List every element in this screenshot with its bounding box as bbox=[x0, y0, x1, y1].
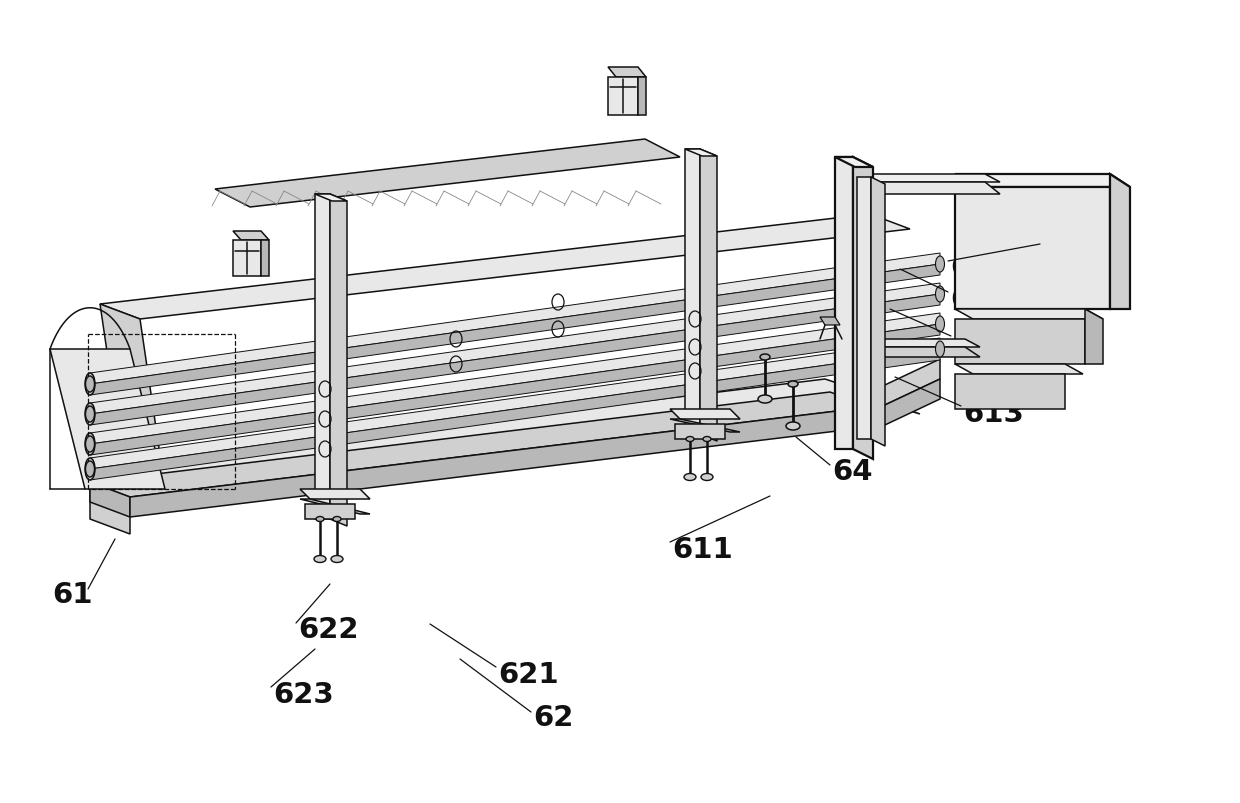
Ellipse shape bbox=[935, 257, 945, 273]
Polygon shape bbox=[955, 365, 1083, 374]
Polygon shape bbox=[215, 140, 680, 208]
Polygon shape bbox=[91, 380, 870, 484]
Polygon shape bbox=[315, 195, 347, 202]
Ellipse shape bbox=[86, 437, 94, 452]
Ellipse shape bbox=[935, 287, 945, 303]
Polygon shape bbox=[853, 158, 873, 459]
Ellipse shape bbox=[935, 316, 945, 332]
Ellipse shape bbox=[314, 556, 326, 563]
Ellipse shape bbox=[86, 459, 95, 480]
Text: 61: 61 bbox=[52, 581, 93, 608]
Polygon shape bbox=[300, 499, 370, 515]
Ellipse shape bbox=[686, 437, 694, 442]
Polygon shape bbox=[955, 374, 1065, 410]
Polygon shape bbox=[91, 393, 870, 497]
Polygon shape bbox=[835, 340, 980, 348]
Polygon shape bbox=[233, 232, 269, 241]
Ellipse shape bbox=[703, 437, 711, 442]
Ellipse shape bbox=[334, 517, 341, 522]
Ellipse shape bbox=[758, 396, 773, 403]
Ellipse shape bbox=[86, 377, 94, 393]
Polygon shape bbox=[233, 241, 260, 277]
Ellipse shape bbox=[787, 381, 799, 388]
Polygon shape bbox=[300, 489, 370, 499]
Polygon shape bbox=[870, 177, 885, 446]
Polygon shape bbox=[608, 68, 646, 78]
Polygon shape bbox=[330, 195, 347, 526]
Polygon shape bbox=[91, 349, 940, 480]
Polygon shape bbox=[125, 385, 870, 489]
Polygon shape bbox=[857, 177, 870, 439]
Polygon shape bbox=[130, 407, 870, 517]
Polygon shape bbox=[870, 360, 940, 413]
Ellipse shape bbox=[701, 474, 713, 481]
Polygon shape bbox=[100, 304, 165, 489]
Polygon shape bbox=[684, 150, 701, 434]
Polygon shape bbox=[955, 310, 1104, 320]
Polygon shape bbox=[260, 241, 269, 277]
Ellipse shape bbox=[86, 462, 94, 478]
Polygon shape bbox=[100, 214, 910, 320]
Polygon shape bbox=[835, 158, 873, 168]
Polygon shape bbox=[1085, 310, 1104, 365]
Polygon shape bbox=[670, 410, 740, 419]
Ellipse shape bbox=[760, 355, 770, 361]
Text: 612: 612 bbox=[954, 329, 1013, 357]
Polygon shape bbox=[701, 150, 717, 442]
Text: 613: 613 bbox=[963, 400, 1024, 427]
Ellipse shape bbox=[935, 341, 945, 357]
Polygon shape bbox=[91, 314, 940, 444]
Polygon shape bbox=[684, 150, 717, 157]
Text: 62: 62 bbox=[533, 703, 573, 731]
Polygon shape bbox=[870, 380, 940, 433]
Ellipse shape bbox=[86, 403, 95, 426]
Polygon shape bbox=[955, 320, 1085, 365]
Ellipse shape bbox=[86, 434, 95, 455]
Text: 621: 621 bbox=[498, 660, 559, 688]
Text: 6221: 6221 bbox=[950, 286, 1030, 314]
Text: 622: 622 bbox=[298, 615, 358, 643]
Polygon shape bbox=[835, 175, 999, 183]
Polygon shape bbox=[608, 78, 639, 116]
Polygon shape bbox=[91, 324, 940, 455]
Ellipse shape bbox=[86, 406, 94, 422]
Polygon shape bbox=[91, 283, 940, 414]
Polygon shape bbox=[50, 349, 165, 489]
Polygon shape bbox=[91, 295, 940, 426]
Polygon shape bbox=[91, 254, 940, 385]
Text: 622: 622 bbox=[950, 254, 1011, 282]
Polygon shape bbox=[820, 318, 839, 325]
Ellipse shape bbox=[331, 556, 343, 563]
Text: 623: 623 bbox=[273, 680, 334, 708]
Polygon shape bbox=[91, 339, 940, 470]
Polygon shape bbox=[955, 188, 1110, 310]
Polygon shape bbox=[670, 419, 740, 433]
Polygon shape bbox=[1110, 175, 1130, 310]
Ellipse shape bbox=[684, 474, 696, 481]
Text: 611: 611 bbox=[672, 536, 733, 563]
Polygon shape bbox=[835, 348, 980, 357]
Text: 64: 64 bbox=[832, 458, 873, 485]
Polygon shape bbox=[315, 195, 330, 520]
Ellipse shape bbox=[86, 373, 95, 396]
Ellipse shape bbox=[786, 422, 800, 430]
Polygon shape bbox=[91, 489, 130, 534]
Polygon shape bbox=[955, 175, 1130, 188]
Ellipse shape bbox=[316, 517, 324, 522]
Polygon shape bbox=[639, 78, 646, 116]
Polygon shape bbox=[830, 385, 920, 414]
Polygon shape bbox=[91, 483, 130, 517]
Polygon shape bbox=[675, 425, 725, 439]
Polygon shape bbox=[835, 158, 853, 450]
Polygon shape bbox=[91, 265, 940, 396]
Polygon shape bbox=[835, 183, 999, 195]
Polygon shape bbox=[305, 504, 355, 520]
